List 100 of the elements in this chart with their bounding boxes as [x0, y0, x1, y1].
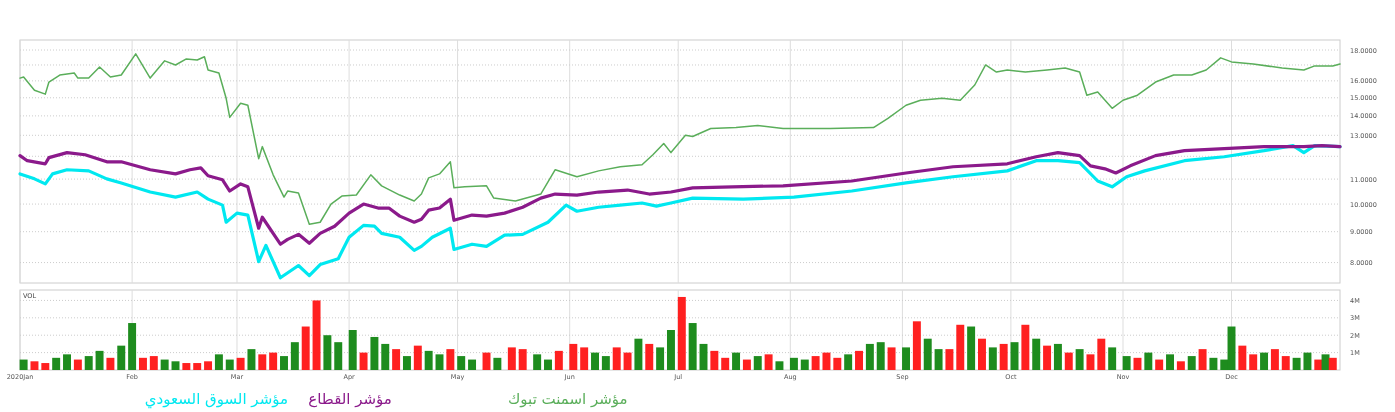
bar: [544, 359, 552, 370]
bar: [923, 338, 932, 370]
bar: [1144, 352, 1153, 370]
line-series: [19, 53, 1341, 225]
bar: [247, 349, 256, 370]
bar: [855, 350, 863, 370]
bar: [95, 350, 104, 370]
bar: [822, 352, 831, 370]
text: مؤشر اسمنت تبوك: [508, 390, 628, 408]
bar: [753, 356, 762, 370]
bar: [1209, 357, 1218, 370]
bar: [902, 347, 911, 370]
bar: [518, 349, 527, 370]
bar: [645, 343, 654, 370]
bar: [468, 359, 477, 370]
bar: [601, 356, 610, 370]
bar: [800, 359, 809, 370]
bar: [1155, 359, 1164, 370]
bar: [258, 354, 267, 370]
bar: [128, 323, 137, 370]
bar: [1314, 359, 1323, 370]
bar: [1281, 356, 1290, 370]
text: مؤشر القطاع: [308, 390, 392, 408]
bar: [1187, 356, 1196, 370]
bar: [1292, 357, 1301, 370]
bar: [446, 349, 455, 370]
bar: [334, 342, 343, 370]
bar: [623, 352, 632, 370]
bar: [1303, 352, 1312, 370]
bar: [865, 343, 874, 370]
bar: [677, 296, 686, 370]
bar: [149, 356, 158, 370]
bar: [775, 361, 784, 370]
bar: [1075, 349, 1084, 370]
bar: [1053, 343, 1062, 370]
bar: [945, 349, 954, 370]
bar: [424, 350, 433, 370]
bar: [656, 347, 665, 370]
bar: [1097, 338, 1106, 370]
bar: [117, 345, 126, 370]
text: مؤشر السوق السعودي: [144, 390, 288, 409]
bar: [1260, 352, 1269, 370]
bar: [666, 330, 675, 370]
bar: [721, 357, 730, 370]
bar: [41, 363, 50, 370]
bar: [887, 347, 896, 370]
bar: [225, 359, 234, 370]
bar: [1321, 354, 1330, 370]
bar: [988, 347, 997, 370]
bar: [323, 335, 332, 370]
bar: [1166, 354, 1175, 370]
bar: [493, 357, 502, 370]
bar: [106, 357, 115, 370]
bar: [1043, 345, 1052, 370]
bar: [348, 330, 357, 370]
bar: [999, 343, 1008, 370]
bar: [193, 363, 202, 370]
bar: [580, 347, 589, 370]
bar: [789, 357, 798, 370]
bar: [1249, 354, 1258, 370]
bar: [912, 321, 921, 370]
bar: [214, 354, 223, 370]
bar: [1176, 361, 1185, 370]
bar: [413, 345, 422, 370]
bar: [844, 354, 853, 370]
bar: [312, 300, 321, 370]
bar: [533, 354, 542, 370]
bar: [269, 352, 278, 370]
bar: [73, 359, 82, 370]
bar: [301, 326, 310, 370]
bar: [204, 361, 213, 370]
bar: [1270, 349, 1279, 370]
bar: [634, 338, 643, 370]
bar: [19, 359, 28, 370]
bar: [182, 363, 191, 370]
bar: [732, 352, 741, 370]
bar: [967, 326, 976, 370]
bar: [1086, 354, 1095, 370]
bar: [381, 343, 390, 370]
bar: [811, 356, 820, 370]
bar: [1021, 324, 1030, 370]
bar: [688, 323, 697, 370]
line-series: [18, 143, 1342, 246]
bar: [742, 359, 751, 370]
bar: [1238, 345, 1247, 370]
bar: [569, 343, 578, 370]
bar: [1032, 338, 1041, 370]
bar: [1122, 356, 1131, 370]
bar: [30, 361, 39, 370]
bar: [457, 356, 466, 370]
bar: [978, 338, 986, 370]
bar: [359, 352, 368, 370]
bar: [290, 342, 299, 370]
bar: [435, 354, 444, 370]
bar: [507, 347, 516, 370]
bar: [1108, 347, 1117, 370]
bar: [764, 354, 773, 370]
bar: [554, 350, 563, 370]
bar: [402, 356, 411, 370]
bar: [612, 347, 621, 370]
